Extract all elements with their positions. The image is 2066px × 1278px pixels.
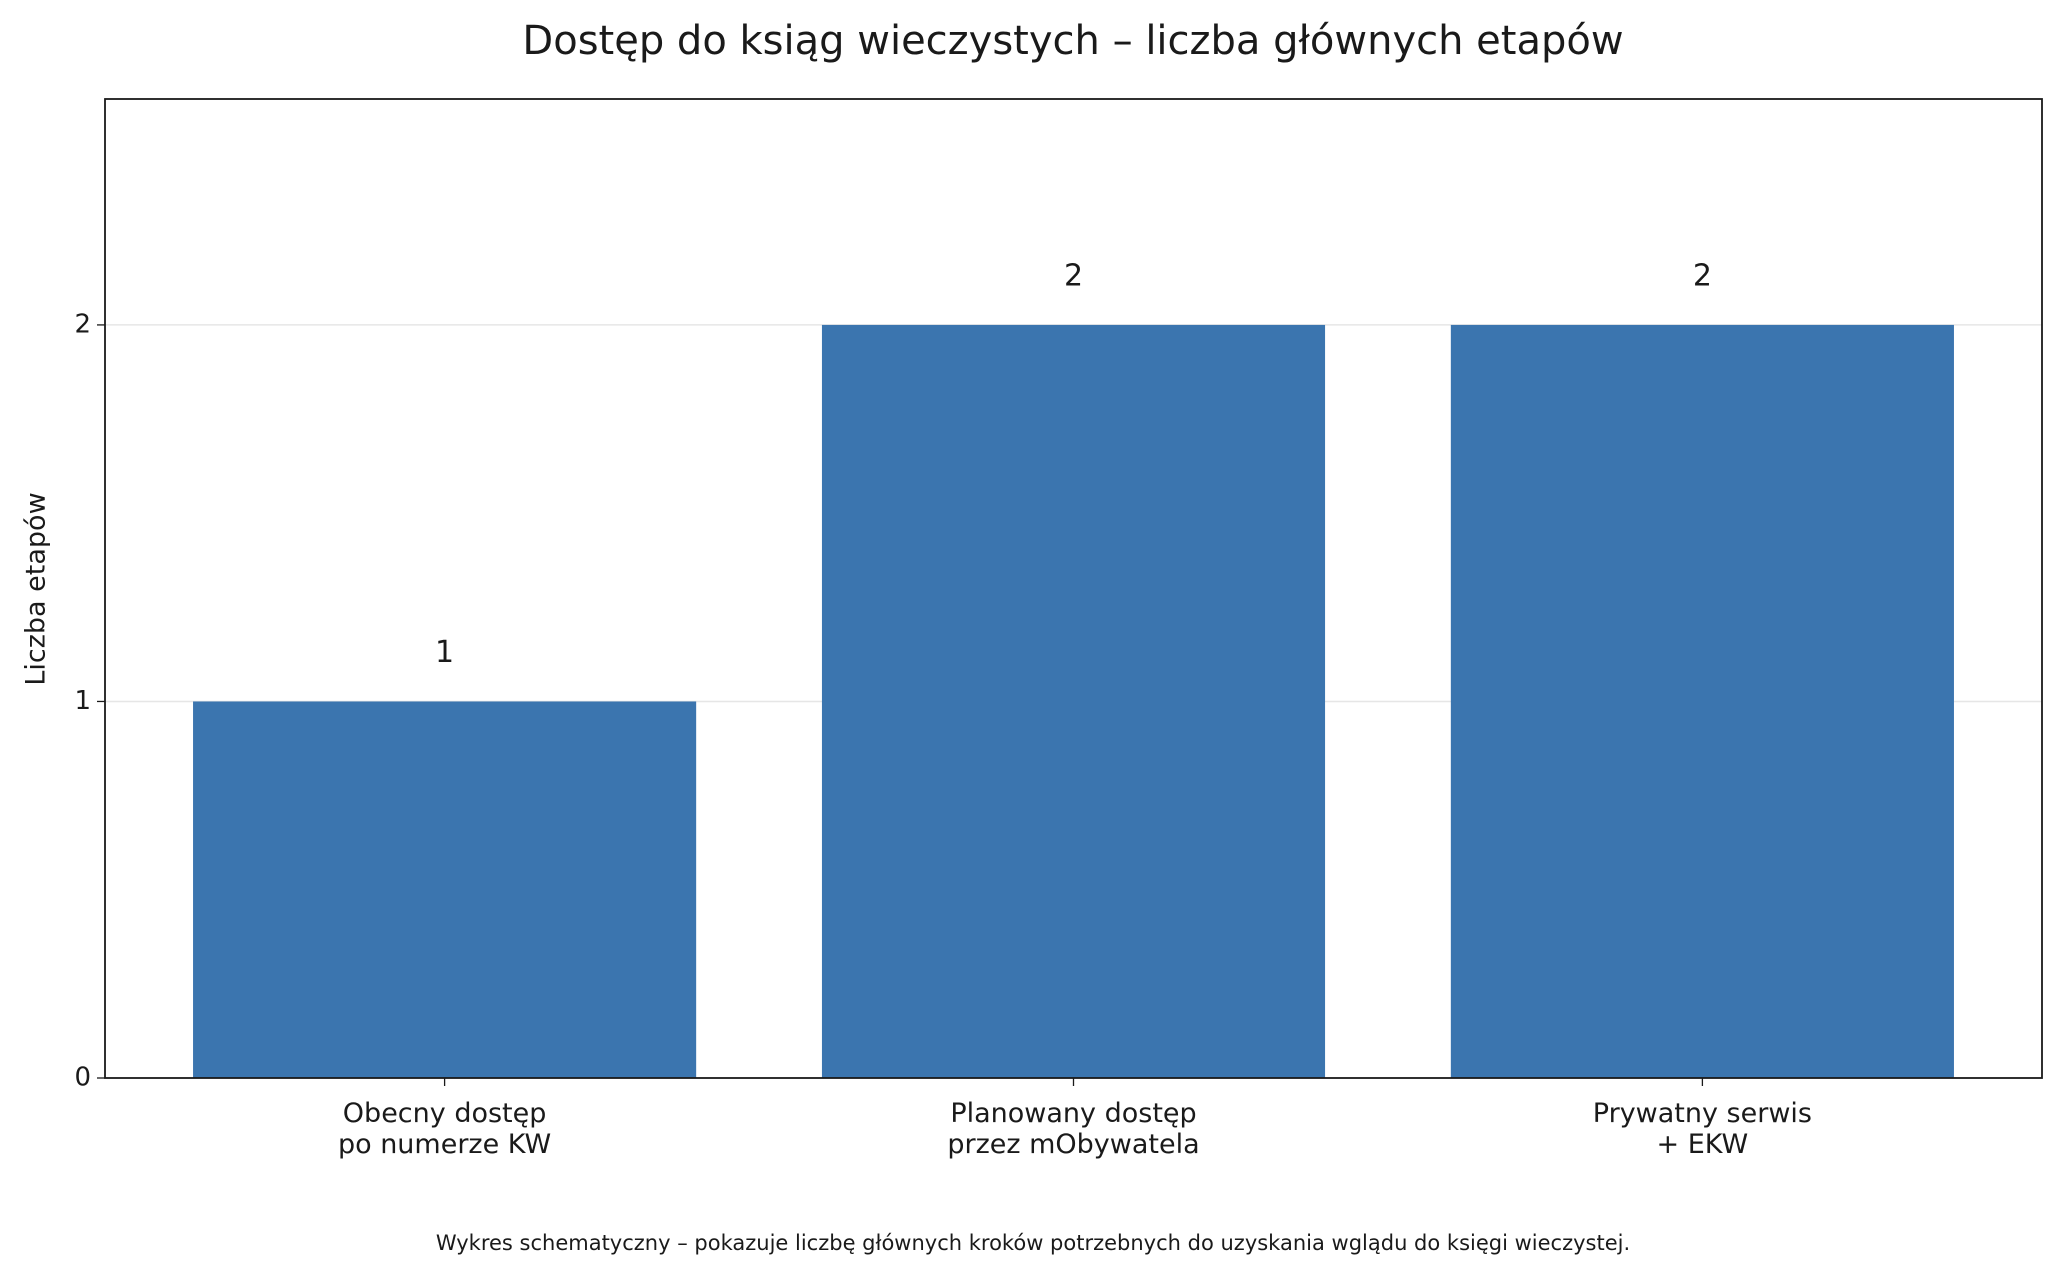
value-label: 1 — [435, 635, 454, 670]
bar — [1450, 324, 1954, 1078]
chart-title: Dostęp do ksiąg wieczystych – liczba głó… — [522, 18, 1623, 64]
y-tick-label: 1 — [74, 686, 91, 716]
bar — [821, 324, 1326, 1078]
plot-frame — [104, 98, 2043, 1079]
x-tick-label: Prywatny serwis + EKW — [1593, 1098, 1812, 1160]
value-label: 2 — [1693, 258, 1712, 293]
x-tick-label: Obecny dostęp po numerze KW — [338, 1098, 551, 1160]
value-label: 2 — [1064, 258, 1083, 293]
y-tick-label: 2 — [74, 309, 91, 339]
y-tick-label: 0 — [74, 1063, 91, 1093]
x-tick-label: Planowany dostęp przez mObywatela — [947, 1098, 1199, 1160]
bar — [193, 701, 697, 1078]
y-axis-label: Liczba etapów — [21, 492, 52, 685]
footnote: Wykres schematyczny – pokazuje liczbę gł… — [436, 1231, 1630, 1255]
